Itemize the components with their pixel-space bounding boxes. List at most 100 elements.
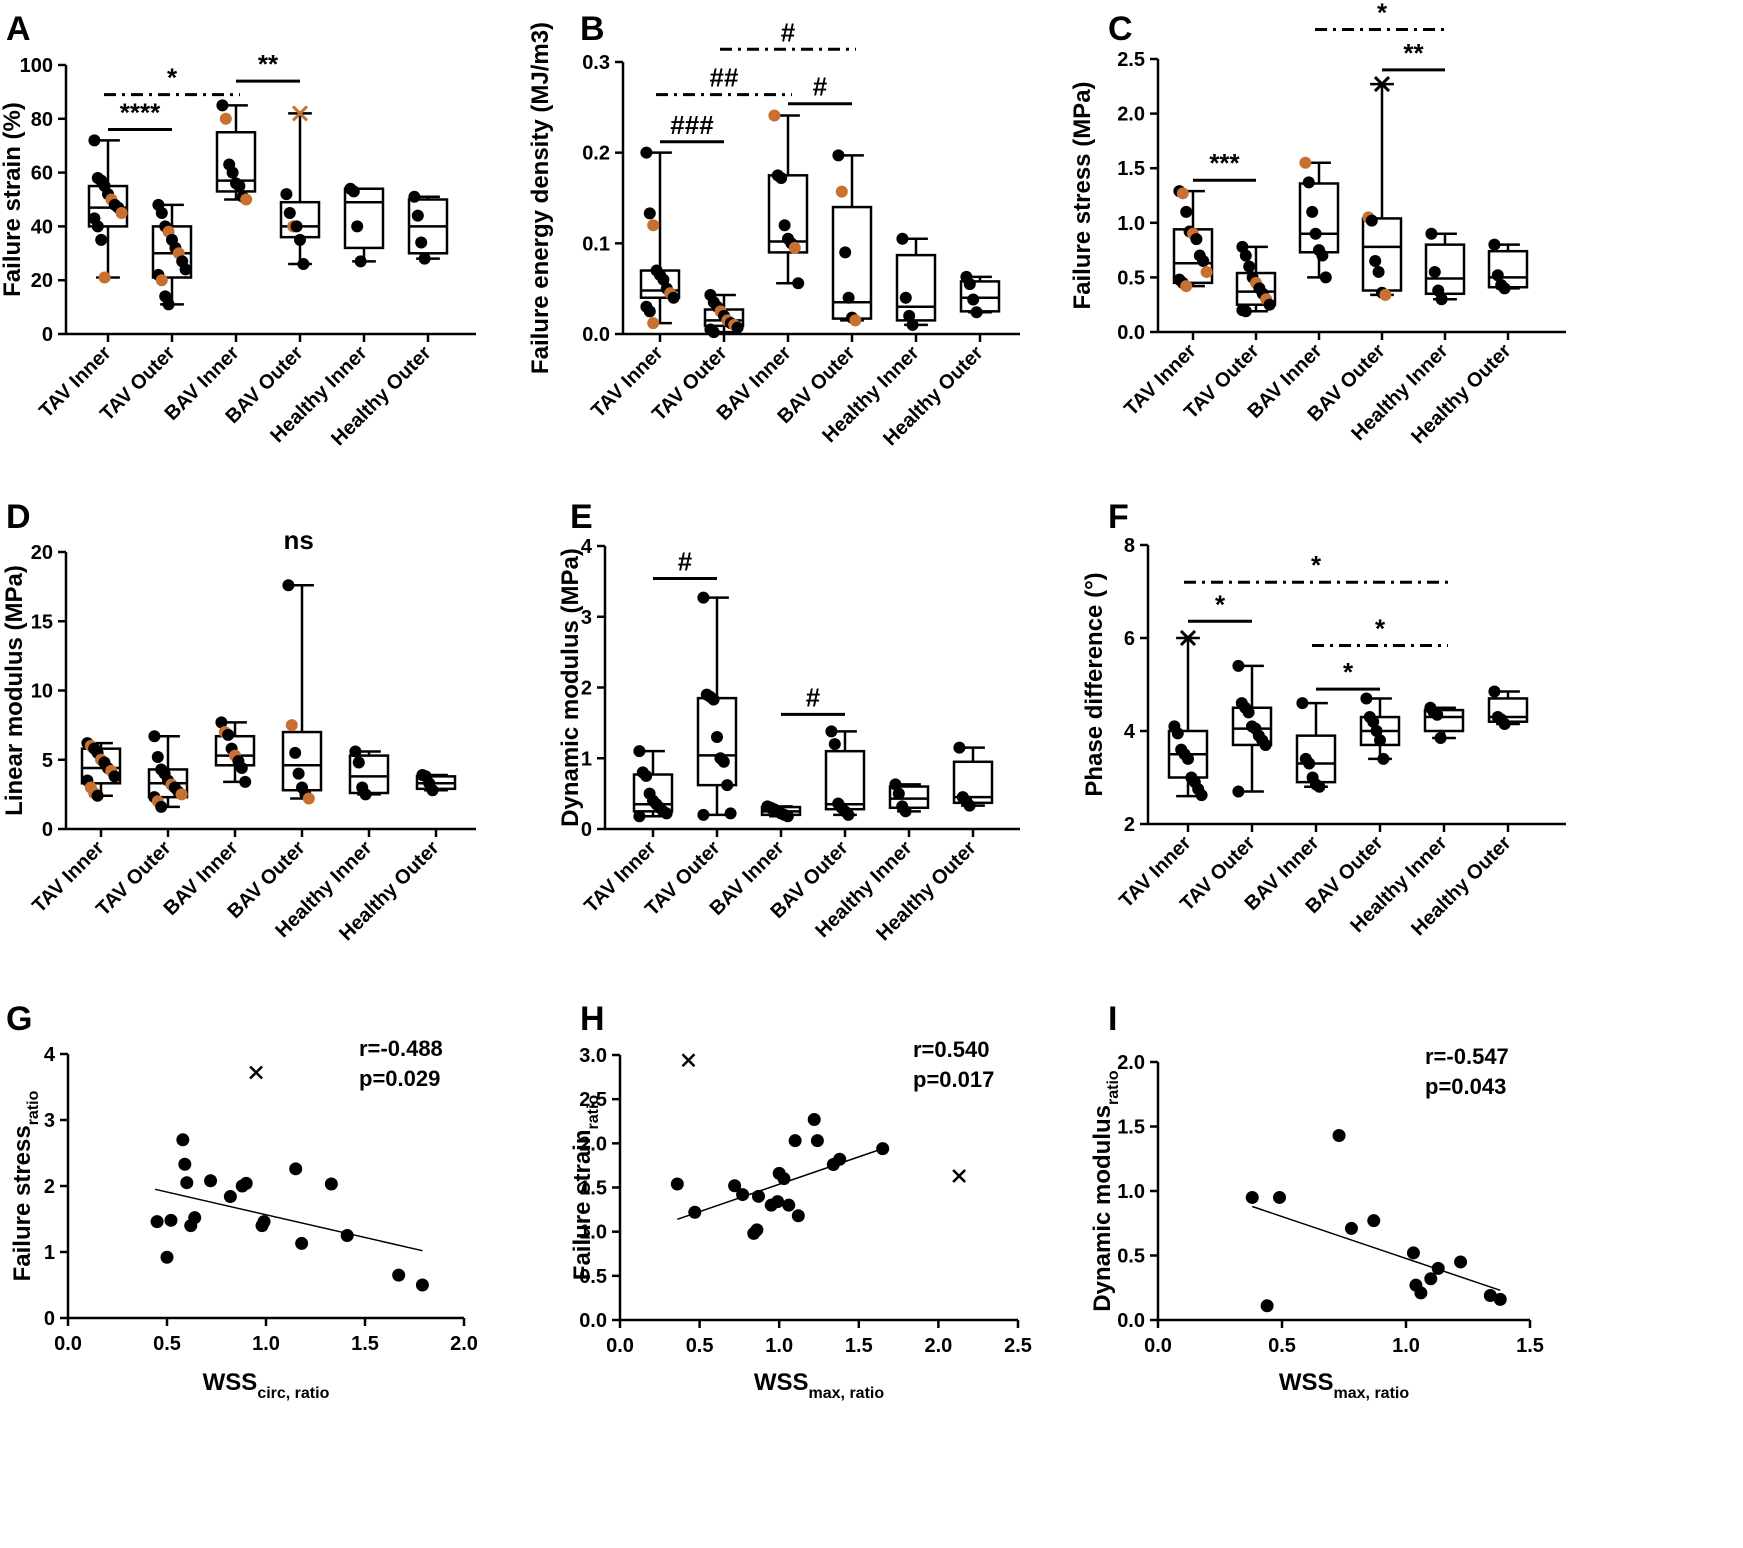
panel-letter: I bbox=[1108, 1000, 1117, 1038]
y-axis-title-sub: ratio bbox=[25, 1090, 42, 1125]
data-point bbox=[1260, 1299, 1274, 1313]
box-iqr bbox=[1487, 249, 1529, 289]
data-point bbox=[1245, 1190, 1259, 1204]
y-tick-label: 0.1 bbox=[582, 233, 610, 255]
box-2 bbox=[1231, 659, 1273, 798]
data-point bbox=[688, 1205, 702, 1219]
data-point bbox=[340, 1229, 354, 1242]
y-tick-label: 0.0 bbox=[579, 1310, 607, 1332]
x-axis-title: WSScirc, ratio bbox=[203, 1369, 330, 1402]
data-point bbox=[148, 730, 161, 743]
box-1 bbox=[87, 134, 129, 284]
significance-label: ns bbox=[283, 525, 313, 555]
box-iqr bbox=[824, 749, 866, 811]
panel-i: I 0.0 0.5 1.0 1.5 2.0 0.0 0.5 1.0 1.5 WSSmax, rati… bbox=[1089, 1000, 1544, 1402]
box-4 bbox=[1359, 692, 1401, 765]
y-tick-label: 0.5 bbox=[1117, 1246, 1145, 1268]
box-iqr bbox=[1424, 243, 1466, 296]
data-point bbox=[282, 579, 295, 592]
data-point bbox=[175, 788, 188, 801]
data-point bbox=[842, 291, 855, 304]
data-point bbox=[1309, 227, 1322, 240]
data-point bbox=[151, 750, 164, 763]
data-point bbox=[1197, 255, 1210, 268]
data-point bbox=[1414, 1286, 1428, 1300]
data-point bbox=[839, 246, 852, 259]
data-point bbox=[970, 306, 983, 319]
data-point bbox=[1180, 205, 1193, 218]
data-point bbox=[1232, 659, 1245, 672]
data-point bbox=[711, 731, 723, 744]
data-point bbox=[791, 1209, 805, 1223]
box-3 bbox=[1298, 156, 1340, 284]
data-point bbox=[294, 233, 306, 246]
data-point bbox=[1425, 227, 1438, 240]
data-point bbox=[354, 255, 367, 268]
significance-label: * bbox=[1375, 613, 1386, 643]
data-point bbox=[1273, 1190, 1287, 1204]
data-point bbox=[359, 788, 372, 801]
y-tick-label: 2.0 bbox=[579, 1133, 607, 1155]
box-iqr bbox=[895, 253, 937, 322]
box-iqr bbox=[1361, 217, 1403, 292]
data-point bbox=[1367, 715, 1380, 728]
data-point bbox=[906, 318, 919, 331]
box-2 bbox=[151, 198, 193, 311]
box-3 bbox=[215, 99, 257, 206]
panel-letter: E bbox=[570, 498, 593, 536]
data-point bbox=[150, 1215, 164, 1229]
significance-label: * bbox=[1343, 657, 1354, 687]
box-2 bbox=[147, 730, 189, 813]
data-point bbox=[903, 309, 916, 322]
regression-line bbox=[677, 1147, 883, 1221]
y-tick-label: 1.0 bbox=[579, 1222, 607, 1244]
data-point bbox=[1239, 305, 1252, 318]
y-axis-title: Failure energy density (MJ/m3) bbox=[527, 22, 554, 374]
y-tick-label: 3.0 bbox=[579, 1045, 607, 1067]
y-tick-label: 1 bbox=[581, 748, 592, 770]
y-tick-label: 3 bbox=[581, 607, 592, 629]
data-point bbox=[647, 219, 660, 232]
data-point bbox=[223, 1190, 237, 1204]
x-tick-label: 0.5 bbox=[1268, 1335, 1296, 1357]
data-point bbox=[640, 769, 653, 782]
y-tick-label: 0.2 bbox=[582, 143, 610, 165]
data-point bbox=[155, 274, 168, 287]
correlation-r: r=-0.488 bbox=[359, 1036, 443, 1061]
x-tick-label: 1.5 bbox=[351, 1333, 379, 1355]
correlation-p: p=0.017 bbox=[913, 1067, 994, 1092]
data-point bbox=[643, 305, 656, 318]
box-5 bbox=[1424, 227, 1466, 306]
data-point bbox=[240, 193, 253, 206]
y-tick-label: 2.0 bbox=[1117, 1052, 1145, 1074]
box-iqr bbox=[767, 174, 809, 254]
data-point bbox=[1372, 265, 1385, 278]
data-point bbox=[1319, 271, 1332, 284]
y-tick-label: 20 bbox=[31, 542, 53, 564]
panel-g: G 0 1 2 3 4 0.0 0.5 1.0 1.5 2.0 WSScirc, ratio Failu… bbox=[6, 1000, 478, 1402]
box-5 bbox=[895, 232, 937, 331]
panel-h: H 0.0 0.5 1.0 1.5 2.0 2.5 3.0 0.0 0.5 1.0 1.5 2.0 2.5… bbox=[569, 1000, 1032, 1402]
x-tick-label: 0.5 bbox=[153, 1333, 181, 1355]
data-point bbox=[633, 810, 646, 823]
y-tick-label: 1.5 bbox=[579, 1178, 607, 1200]
significance-label: # bbox=[678, 547, 693, 577]
data-point bbox=[963, 799, 976, 812]
x-axis-title-main: WSS bbox=[1279, 1369, 1334, 1396]
data-point bbox=[155, 800, 168, 813]
box-4 bbox=[1361, 76, 1403, 301]
regression-line bbox=[154, 1188, 423, 1252]
data-point bbox=[349, 745, 362, 758]
data-point bbox=[1239, 249, 1252, 262]
box-5 bbox=[1423, 701, 1465, 744]
data-point bbox=[160, 1250, 174, 1264]
significance-label: ** bbox=[1403, 38, 1424, 68]
data-point bbox=[1316, 249, 1329, 262]
data-point bbox=[717, 755, 730, 768]
data-point bbox=[953, 741, 966, 754]
y-tick-label: 1.5 bbox=[1117, 158, 1145, 180]
box-6 bbox=[952, 741, 994, 812]
data-point bbox=[324, 1177, 338, 1191]
